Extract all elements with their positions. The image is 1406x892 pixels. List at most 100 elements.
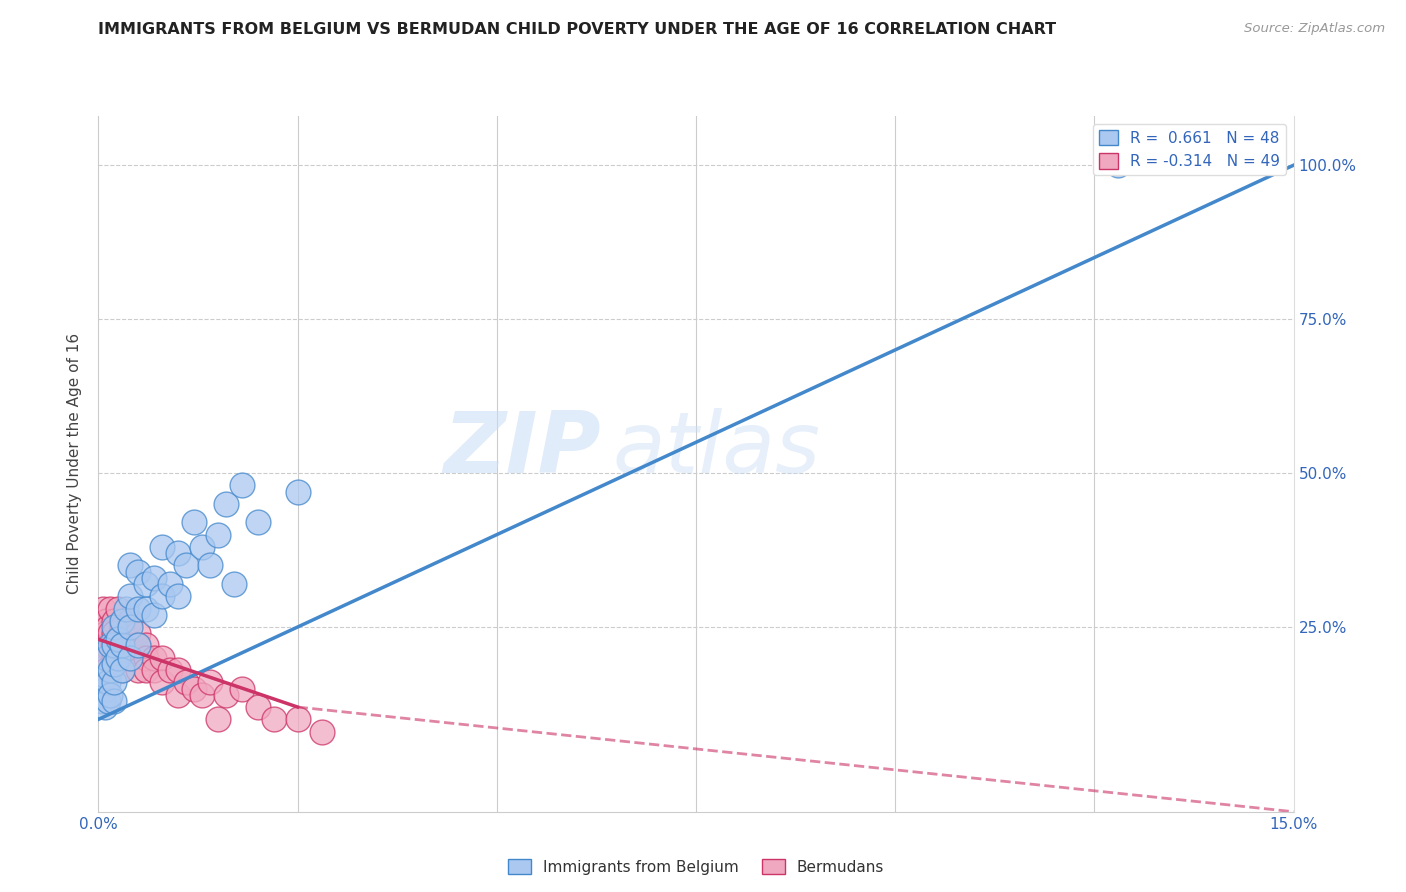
Point <box>135 577 157 591</box>
Point <box>127 639 149 653</box>
Point <box>91 620 114 634</box>
Point <box>191 688 214 702</box>
Point <box>231 478 253 492</box>
Point <box>96 614 118 628</box>
Point <box>174 675 197 690</box>
Point <box>101 639 124 653</box>
Point <box>183 681 205 696</box>
Point <box>96 650 118 665</box>
Point <box>215 688 238 702</box>
Point <box>150 540 173 554</box>
Point <box>103 650 125 665</box>
Point <box>100 601 122 615</box>
Point <box>111 663 134 677</box>
Point <box>103 694 125 708</box>
Point <box>100 626 122 640</box>
Point <box>150 650 173 665</box>
Point <box>150 675 173 690</box>
Point <box>167 589 190 603</box>
Point <box>97 694 120 708</box>
Point <box>96 681 118 696</box>
Point <box>167 688 190 702</box>
Point <box>1107 158 1129 172</box>
Point <box>96 650 118 665</box>
Point <box>198 675 221 690</box>
Point <box>107 601 129 615</box>
Point <box>91 601 114 615</box>
Point <box>246 700 269 714</box>
Point <box>97 620 120 634</box>
Point <box>120 558 142 573</box>
Point <box>174 558 197 573</box>
Point <box>191 540 214 554</box>
Point <box>167 663 190 677</box>
Point <box>96 669 118 683</box>
Point <box>96 626 118 640</box>
Point <box>231 681 253 696</box>
Point <box>94 700 117 714</box>
Point <box>120 589 142 603</box>
Point <box>246 516 269 530</box>
Text: ZIP: ZIP <box>443 409 600 491</box>
Point <box>103 657 125 671</box>
Point <box>111 639 134 653</box>
Point <box>97 675 120 690</box>
Legend: Immigrants from Belgium, Bermudans: Immigrants from Belgium, Bermudans <box>502 853 890 880</box>
Point <box>103 620 125 634</box>
Point <box>287 712 309 726</box>
Point <box>135 650 157 665</box>
Point <box>115 601 138 615</box>
Point <box>94 639 117 653</box>
Point <box>183 516 205 530</box>
Point <box>103 675 125 690</box>
Text: IMMIGRANTS FROM BELGIUM VS BERMUDAN CHILD POVERTY UNDER THE AGE OF 16 CORRELATIO: IMMIGRANTS FROM BELGIUM VS BERMUDAN CHIL… <box>98 22 1056 37</box>
Point <box>159 663 181 677</box>
Point <box>107 650 129 665</box>
Point <box>96 639 118 653</box>
Point <box>120 614 142 628</box>
Point <box>111 650 134 665</box>
Point <box>120 639 142 653</box>
Point <box>135 639 157 653</box>
Point <box>90 639 112 653</box>
Point <box>127 601 149 615</box>
Point <box>198 558 221 573</box>
Point <box>135 663 157 677</box>
Point <box>120 650 142 665</box>
Point <box>207 712 229 726</box>
Point <box>143 571 166 585</box>
Point <box>91 694 114 708</box>
Point <box>127 639 149 653</box>
Point <box>111 614 134 628</box>
Point <box>263 712 285 726</box>
Point <box>111 639 134 653</box>
Point <box>127 565 149 579</box>
Y-axis label: Child Poverty Under the Age of 16: Child Poverty Under the Age of 16 <box>67 334 83 594</box>
Point <box>215 497 238 511</box>
Point <box>127 663 149 677</box>
Point <box>143 663 166 677</box>
Point <box>127 626 149 640</box>
Point <box>111 620 134 634</box>
Point <box>167 546 190 560</box>
Point <box>143 650 166 665</box>
Point <box>103 639 125 653</box>
Point <box>311 724 333 739</box>
Point <box>107 632 129 647</box>
Point <box>222 577 245 591</box>
Point <box>100 688 122 702</box>
Point <box>103 614 125 628</box>
Point <box>207 527 229 541</box>
Point <box>96 663 118 677</box>
Point <box>159 577 181 591</box>
Text: Source: ZipAtlas.com: Source: ZipAtlas.com <box>1244 22 1385 36</box>
Point <box>120 650 142 665</box>
Point <box>287 484 309 499</box>
Point <box>100 639 122 653</box>
Point <box>100 663 122 677</box>
Point <box>103 626 125 640</box>
Point <box>111 663 134 677</box>
Point <box>120 620 142 634</box>
Point <box>103 639 125 653</box>
Point <box>150 589 173 603</box>
